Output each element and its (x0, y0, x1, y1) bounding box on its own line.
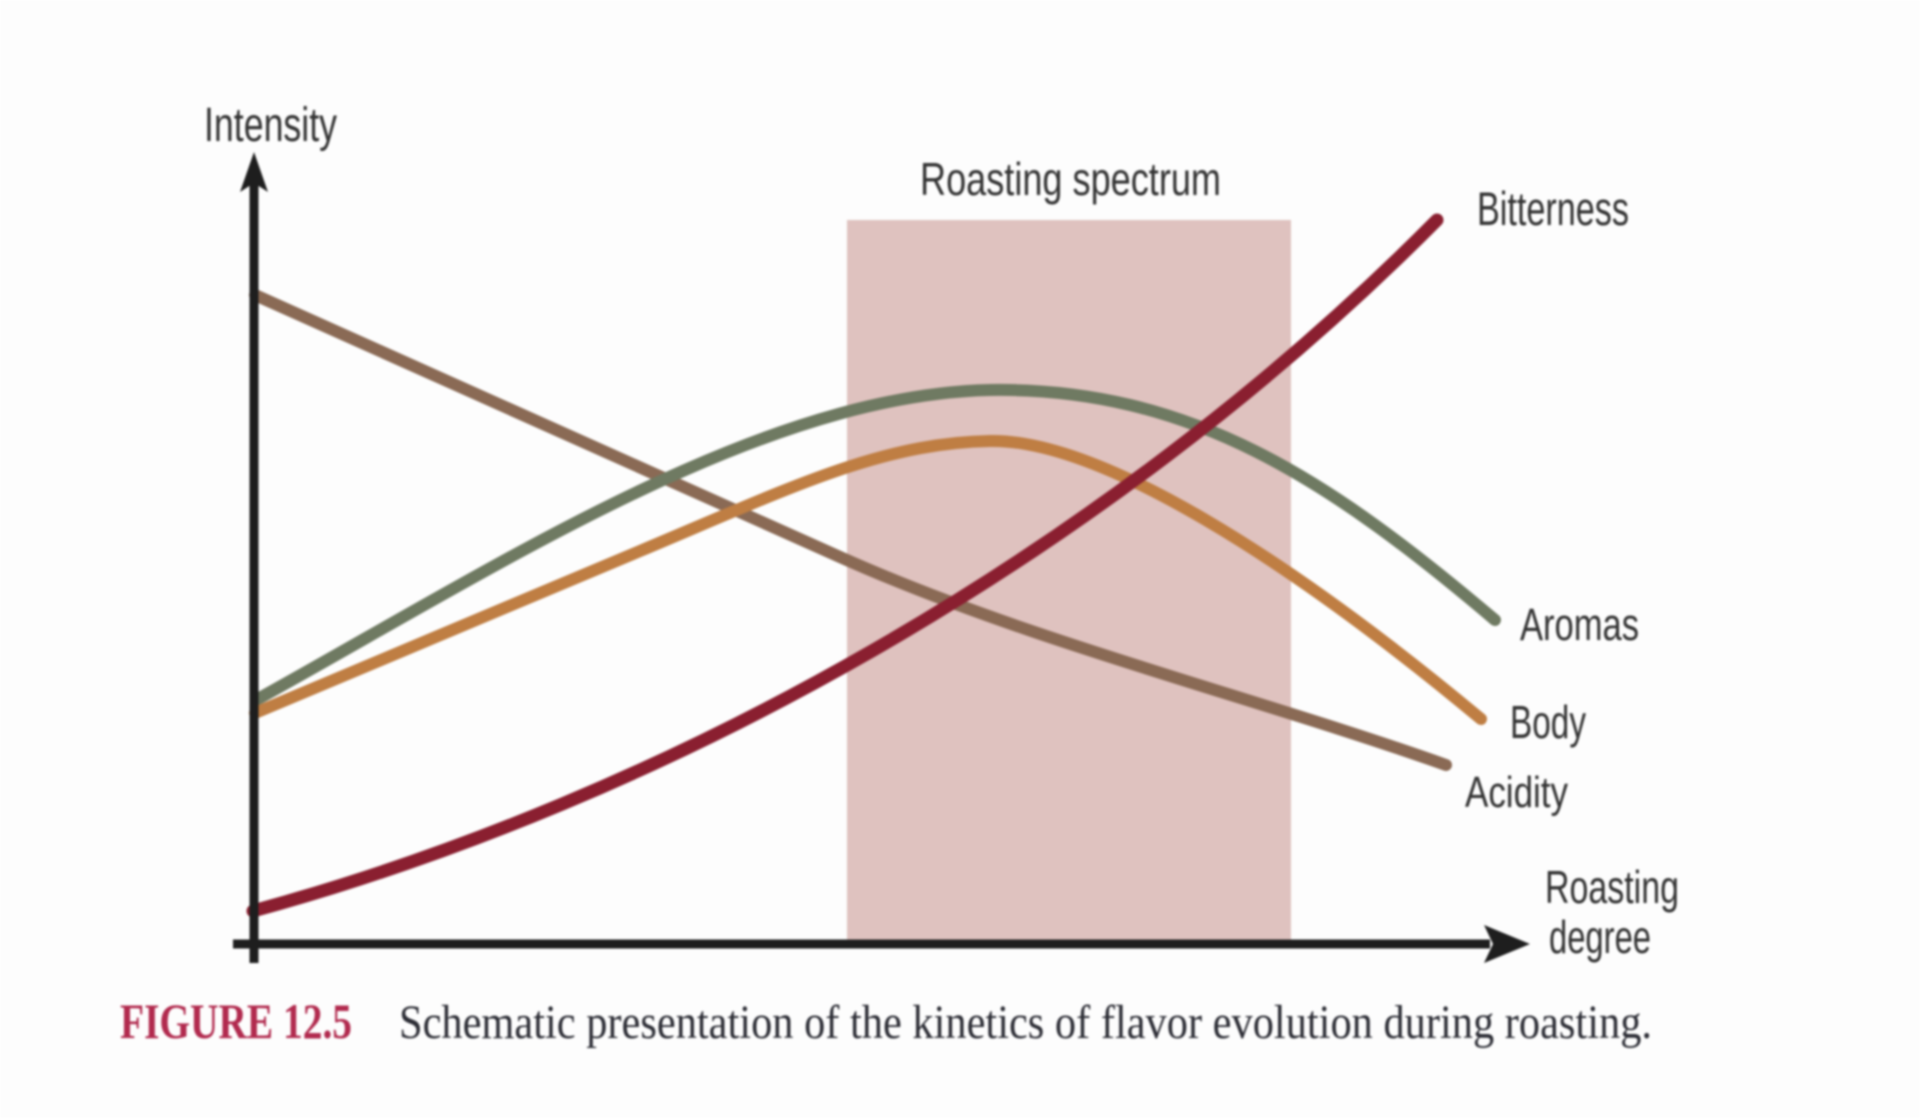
svg-text:degree: degree (1549, 911, 1651, 963)
svg-text:FIGURE 12.5: FIGURE 12.5 (120, 993, 352, 1049)
svg-text:Roasting spectrum: Roasting spectrum (920, 153, 1221, 205)
svg-text:Schematic presentation of the: Schematic presentation of the kinetics o… (399, 996, 1652, 1049)
svg-text:Roasting: Roasting (1545, 861, 1679, 913)
svg-text:Body: Body (1510, 696, 1586, 748)
svg-text:Intensity: Intensity (204, 99, 337, 152)
svg-text:Acidity: Acidity (1465, 768, 1568, 817)
svg-text:Aromas: Aromas (1520, 599, 1639, 650)
svg-text:Bitterness: Bitterness (1477, 182, 1629, 235)
